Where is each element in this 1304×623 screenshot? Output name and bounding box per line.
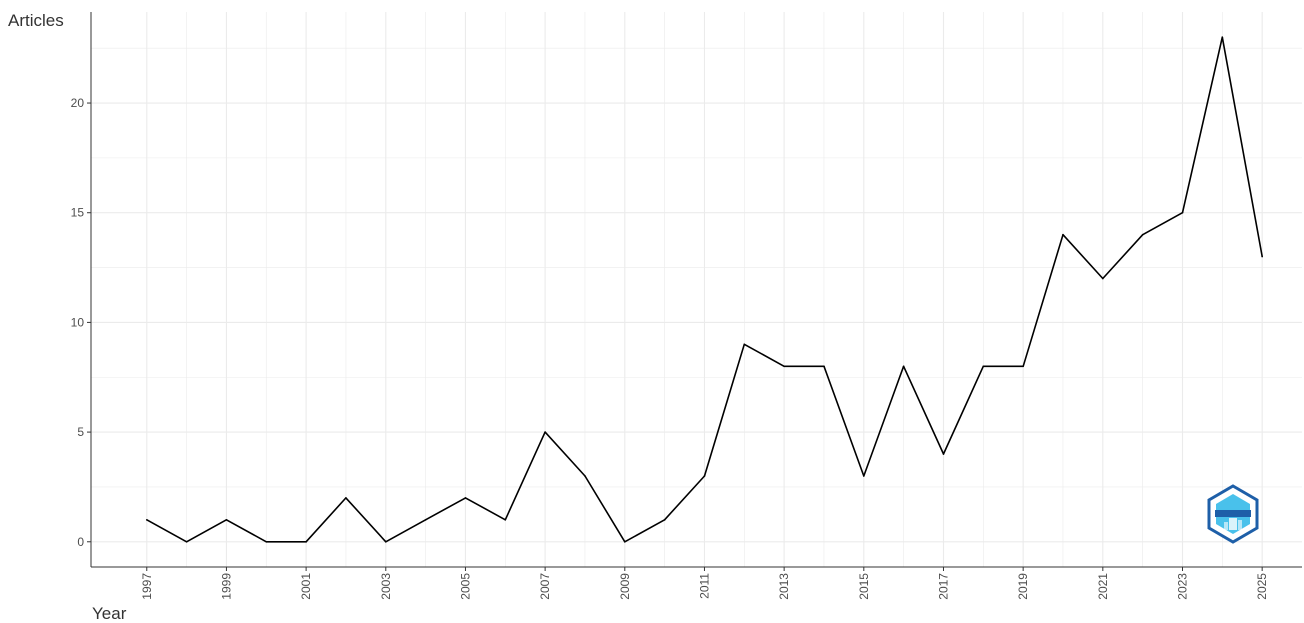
- y-tick-label: 20: [71, 96, 85, 110]
- data-point: [1022, 365, 1024, 368]
- x-tick-label: 2019: [1016, 573, 1030, 600]
- x-tick-label: 2017: [936, 573, 950, 600]
- x-tick-label: 1999: [219, 573, 233, 600]
- x-tick-label: 2015: [857, 573, 871, 600]
- series: [145, 36, 1263, 543]
- logo-icon: [1207, 484, 1259, 544]
- data-point: [982, 365, 985, 368]
- data-point: [305, 540, 307, 543]
- data-point: [464, 497, 467, 499]
- data-point: [1261, 255, 1263, 258]
- data-point: [265, 540, 268, 543]
- x-tick-label: 2009: [618, 573, 632, 600]
- data-point: [823, 365, 825, 368]
- data-point: [703, 475, 706, 477]
- data-point: [743, 343, 746, 346]
- x-tick-label: 2005: [458, 573, 472, 600]
- data-point: [1181, 211, 1184, 214]
- data-point: [1062, 233, 1064, 236]
- data-point: [942, 453, 945, 455]
- data-point: [1102, 277, 1104, 280]
- data-point: [384, 540, 387, 543]
- data-point: [504, 519, 507, 521]
- data-point: [902, 365, 905, 368]
- x-tick-label: 2011: [697, 573, 711, 599]
- y-ticks: 0 5 10 15 20: [71, 96, 91, 549]
- x-tick-label: 2013: [777, 573, 791, 600]
- x-tick-label: 1997: [140, 573, 154, 600]
- data-point: [1221, 36, 1224, 39]
- data-point: [185, 540, 188, 543]
- data-point: [663, 519, 666, 521]
- x-tick-label: 2003: [379, 573, 393, 600]
- x-axis-title: Year: [92, 604, 127, 623]
- data-point: [783, 365, 785, 368]
- x-tick-label: 2001: [299, 573, 313, 600]
- data-point: [424, 519, 427, 521]
- x-tick-label: 2007: [538, 573, 552, 600]
- y-axis-title: Articles: [8, 11, 64, 30]
- y-tick-label: 10: [71, 315, 85, 329]
- y-tick-label: 15: [71, 206, 85, 220]
- data-point: [544, 431, 546, 433]
- grid: [91, 12, 1302, 567]
- axes: [90, 12, 1302, 568]
- data-point: [225, 519, 228, 521]
- x-ticks: 1997 1999 2001 2003 2005 2007 2009 2011 2013 2015…: [140, 567, 1269, 600]
- data-point: [145, 519, 148, 521]
- y-tick-label: 0: [77, 535, 84, 549]
- data-point: [584, 475, 586, 477]
- data-point: [623, 540, 626, 543]
- x-tick-label: 2023: [1175, 573, 1189, 600]
- y-tick-label: 5: [77, 425, 84, 439]
- data-point: [345, 497, 347, 499]
- data-point: [863, 475, 865, 477]
- data-point: [1141, 233, 1144, 236]
- x-tick-label: 2025: [1255, 573, 1269, 600]
- x-tick-label: 2021: [1096, 573, 1110, 600]
